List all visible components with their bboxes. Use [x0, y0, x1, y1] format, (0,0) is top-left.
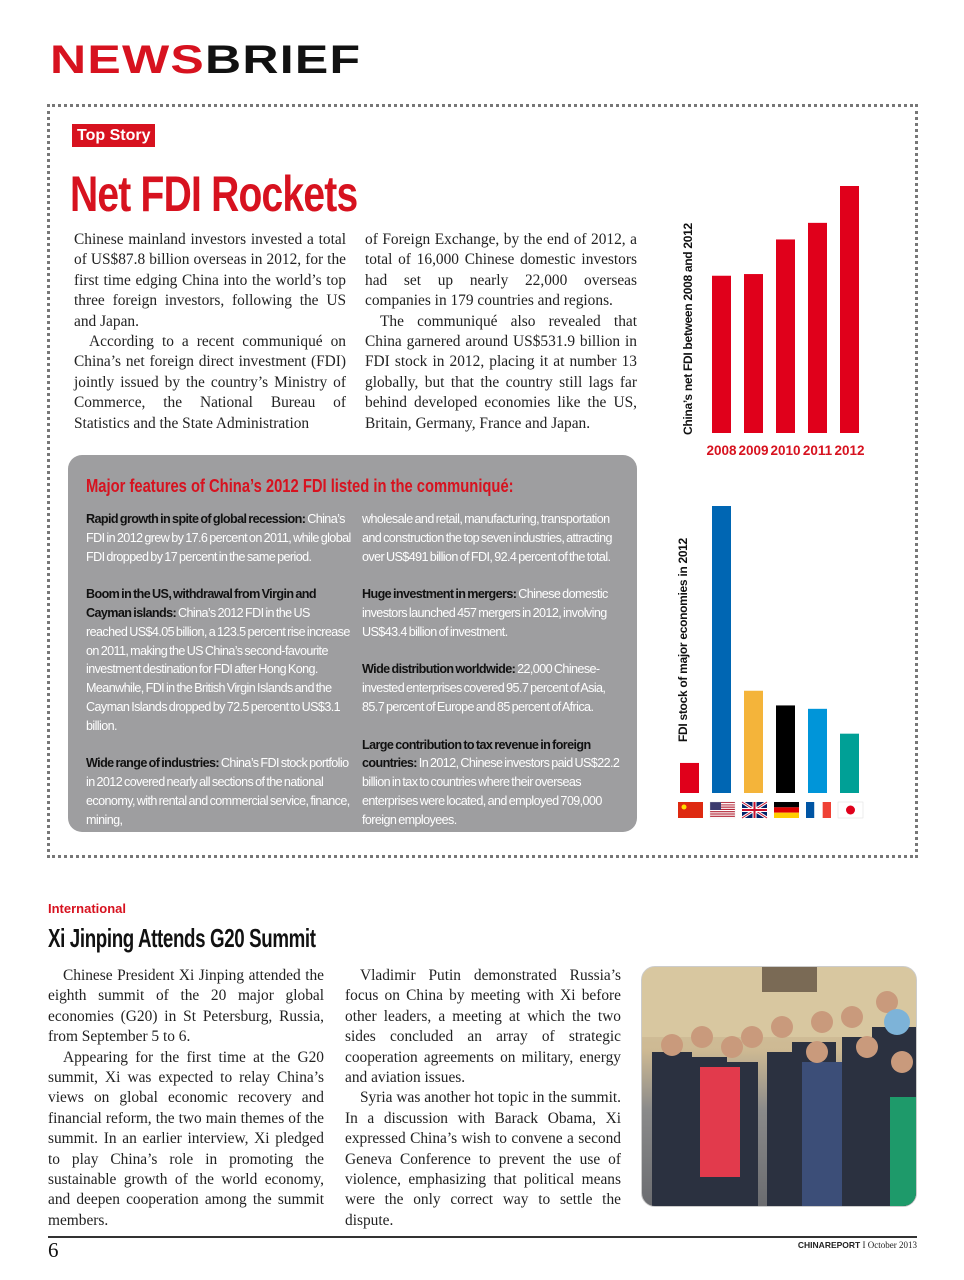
x-tick-label: 2009	[738, 443, 768, 458]
footer-rule	[48, 1236, 917, 1238]
features-column-1: Rapid growth in spite of global recessio…	[86, 510, 351, 848]
feature-item: Huge investment in mergers: Chinese dome…	[362, 585, 627, 641]
photo-leaders-illustration	[642, 967, 916, 1206]
feature-text: China’s FDI in 2012 grew by 17.6 percent…	[86, 512, 351, 564]
flag-us-icon	[709, 801, 736, 819]
bar-japan	[840, 733, 859, 793]
feature-text: In 2012, Chinese investors paid US$22.2 …	[362, 756, 620, 827]
feature-text: China’s FDI stock portfolio in 2012 cove…	[86, 756, 350, 827]
x-tick-label: 2010	[770, 443, 800, 458]
top-story-frame	[47, 104, 918, 858]
features-column-2: wholesale and retail, manufacturing, tra…	[362, 510, 627, 848]
footer-credit: CHINAREPORT I October 2013	[798, 1240, 917, 1250]
article-column-2: Vladimir Putin demonstrated Russia’s foc…	[345, 966, 621, 1231]
masthead-brief: BRIEF	[205, 38, 362, 82]
features-title: Major features of China’s 2012 FDI liste…	[86, 476, 514, 496]
feature-text: 22,000 Chinese-invested enterprises cove…	[362, 662, 606, 714]
bar-china	[680, 762, 699, 793]
bar-2010	[776, 239, 795, 433]
masthead-news: NEWS	[50, 38, 205, 82]
chart-1-title: China’s net FDI between 2008 and 2012	[681, 223, 695, 435]
feature-text: wholesale and retail, manufacturing, tra…	[362, 512, 613, 564]
footer-separator: I	[862, 1240, 866, 1250]
paragraph: of Foreign Exchange, by the end of 2012,…	[365, 231, 637, 310]
feature-item: Boom in the US, withdrawal from Virgin a…	[86, 585, 351, 735]
feature-item: wholesale and retail, manufacturing, tra…	[362, 510, 627, 566]
paragraph: Chinese President Xi Jinping attended th…	[48, 967, 324, 1046]
feature-lead: Wide distribution worldwide:	[362, 662, 516, 677]
paragraph: Syria was another hot topic in the summi…	[345, 1089, 621, 1229]
flag-japan-icon	[837, 801, 864, 819]
page-number: 6	[48, 1238, 59, 1262]
flag-germany-icon	[774, 802, 799, 818]
feature-text: Chinese domestic investors launched 457 …	[362, 587, 608, 639]
bar-france	[808, 708, 827, 793]
publication-name: CHINAREPORT	[797, 1240, 861, 1250]
flag-china-icon	[678, 802, 703, 818]
bar-us	[712, 506, 731, 793]
x-tick-label: 2011	[803, 443, 833, 458]
features-box	[68, 455, 637, 832]
feature-item: Large contribution to tax revenue in for…	[362, 736, 627, 830]
feature-lead: Boom in the US, withdrawal from Virgin a…	[86, 587, 317, 620]
article-headline: Xi Jinping Attends G20 Summit	[48, 923, 316, 953]
flag-france-icon	[806, 802, 831, 818]
paragraph: Vladimir Putin demonstrated Russia’s foc…	[345, 967, 621, 1087]
issue-date: October 2013	[867, 1240, 917, 1250]
bar-uk	[744, 690, 763, 793]
bar-2008	[712, 275, 731, 433]
masthead: NEWSBRIEF	[50, 40, 361, 80]
bar-2012	[840, 186, 859, 433]
bar-2011	[808, 222, 827, 433]
article-column-2: of Foreign Exchange, by the end of 2012,…	[365, 230, 637, 434]
fdi-stock-chart	[678, 506, 864, 820]
paragraph: According to a recent communiqué on Chin…	[74, 333, 346, 432]
article-headline: Net FDI Rockets	[70, 166, 358, 222]
x-tick-label: 2012	[834, 443, 864, 458]
paragraph: Appearing for the first time at the G20 …	[48, 1048, 324, 1229]
g20-group-photo	[641, 966, 917, 1207]
article-column-1: Chinese mainland investors invested a to…	[74, 230, 346, 434]
section-label: International	[48, 901, 127, 916]
feature-item: Rapid growth in spite of global recessio…	[86, 510, 351, 566]
x-tick-label: 2008	[706, 443, 737, 458]
feature-lead: Rapid growth in spite of global recessio…	[86, 512, 306, 526]
feature-lead: Wide range of industries:	[86, 756, 220, 771]
feature-item: Wide range of industries: China’s FDI st…	[86, 754, 351, 829]
feature-lead: Large contribution to tax revenue in for…	[362, 737, 591, 771]
flag-uk-icon	[741, 800, 768, 820]
net-fdi-chart: 2008 2009 2010 2011 2012	[706, 186, 865, 458]
feature-item: Wide distribution worldwide: 22,000 Chin…	[362, 660, 627, 716]
section-tag: Top Story	[72, 124, 156, 147]
bar-germany	[776, 705, 795, 793]
article-column-1: Chinese President Xi Jinping attended th…	[48, 966, 324, 1231]
feature-lead: Huge investment in mergers:	[362, 587, 517, 602]
feature-text: China’s 2012 FDI in the US reached US$4.…	[86, 605, 350, 733]
bar-2009	[744, 274, 763, 433]
paragraph: The communiqué also revealed that China …	[365, 312, 637, 432]
paragraph: Chinese mainland investors invested a to…	[74, 231, 346, 330]
